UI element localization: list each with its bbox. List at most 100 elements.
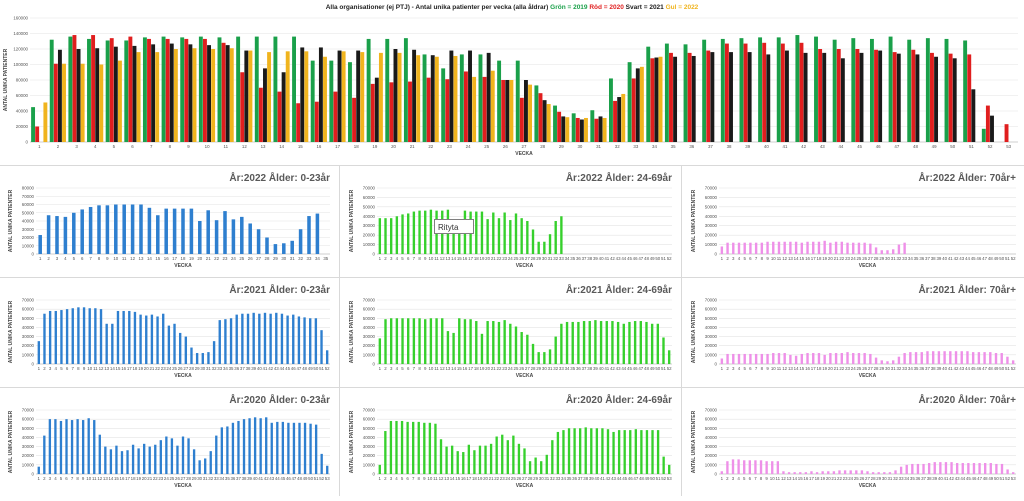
bar [950, 462, 953, 474]
bar [478, 445, 482, 474]
bar [170, 438, 174, 474]
x-tick-label: 3 [732, 476, 735, 481]
x-tick-label: 8 [169, 144, 172, 149]
panel-2021-24-69: 0 10000 20000 30000 40000 50000 60000 70000 1 2 3 4… [341, 278, 680, 386]
bar [495, 436, 498, 474]
x-tick-label: 21 [834, 256, 839, 261]
bar [537, 241, 540, 254]
y-tick-label: 30000 [363, 444, 376, 449]
x-tick-label: 50 [655, 366, 660, 371]
x-tick-label: 40 [599, 256, 604, 261]
bar [869, 353, 872, 364]
y-tick-label: 40000 [22, 435, 35, 440]
x-tick-label: 19 [189, 256, 194, 261]
x-tick-label: 17 [466, 476, 471, 481]
bar [1000, 353, 1003, 364]
x-tick-label: 10 [770, 476, 775, 481]
x-tick-label: 44 [279, 366, 284, 371]
x-axis-label: VECKA [859, 373, 877, 379]
y-tick-label: 70000 [363, 408, 376, 413]
bar [434, 423, 437, 474]
x-tick-label: 12 [440, 366, 445, 371]
bar [393, 49, 398, 142]
x-tick-label: 36 [915, 476, 920, 481]
x-tick-label: 30 [197, 476, 202, 481]
bar [240, 72, 245, 142]
x-tick-label: 29 [536, 256, 541, 261]
x-tick-label: 53 [325, 476, 330, 481]
x-tick-label: 31 [548, 256, 553, 261]
x-axis-label: VECKA [516, 373, 534, 379]
x-tick-label: 42 [610, 366, 615, 371]
bar [863, 242, 866, 254]
bar [80, 209, 84, 254]
bar [473, 450, 476, 474]
legend-note: Gul = 2022 [666, 4, 699, 11]
x-tick-label: 14 [794, 366, 799, 371]
x-tick-label: 23 [447, 144, 452, 149]
y-tick-label: 20000 [22, 453, 35, 458]
x-tick-label: 8 [418, 256, 421, 261]
bar [490, 70, 495, 142]
bar [165, 38, 170, 142]
x-tick-label: 15 [116, 366, 121, 371]
bar [314, 318, 318, 364]
x-tick-label: 4 [737, 476, 740, 481]
bar [743, 43, 748, 143]
bar [292, 36, 297, 142]
bar [758, 37, 763, 142]
x-tick-label: 26 [178, 366, 183, 371]
x-tick-label: 44 [960, 476, 965, 481]
x-tick-label: 35 [570, 256, 575, 261]
y-tick-label: 30000 [22, 444, 35, 449]
bar [475, 321, 478, 364]
bar [514, 326, 518, 364]
bar [482, 76, 487, 142]
bar [221, 42, 226, 142]
x-tick-label: 2 [726, 476, 729, 481]
x-tick-label: 18 [132, 366, 137, 371]
bar [122, 310, 125, 364]
y-tick-label: 40000 [22, 325, 35, 330]
y-tick-label: 50000 [22, 210, 35, 215]
bar [634, 429, 637, 474]
x-tick-label: 22 [839, 256, 844, 261]
y-tick-label: 20000 [22, 235, 35, 240]
bar [631, 78, 636, 142]
x-tick-label: 49 [994, 256, 999, 261]
bar [954, 351, 958, 364]
bar [54, 310, 57, 364]
x-tick-label: 10 [771, 256, 776, 261]
bar [503, 212, 506, 254]
bar [855, 470, 858, 474]
bar [395, 216, 399, 254]
bar [497, 60, 502, 142]
bar [857, 353, 861, 364]
x-tick-label: 32 [550, 476, 555, 481]
bar [309, 423, 312, 474]
x-tick-label: 48 [988, 256, 993, 261]
bar [459, 54, 464, 142]
x-tick-label: 29 [536, 366, 541, 371]
x-tick-label: 1 [379, 476, 382, 481]
bar [880, 360, 883, 364]
bar [452, 332, 455, 364]
bar [285, 51, 290, 143]
x-tick-label: 18 [817, 366, 822, 371]
bar [772, 241, 775, 254]
y-tick-label: 50000 [22, 316, 35, 321]
y-tick-label: 80000 [16, 78, 29, 83]
bar [104, 446, 107, 474]
y-axis-label: ANTAL UNIKA PATIENTER [8, 410, 14, 473]
x-tick-label: 47 [982, 366, 987, 371]
bar [520, 332, 523, 364]
bar [528, 461, 532, 474]
bar [878, 50, 883, 142]
x-tick-label: 34 [565, 256, 570, 261]
y-tick-label: 120000 [13, 47, 28, 52]
x-tick-label: 42 [949, 476, 954, 481]
bar [899, 466, 903, 474]
y-tick-label: 50000 [705, 426, 718, 431]
bar [241, 313, 244, 364]
